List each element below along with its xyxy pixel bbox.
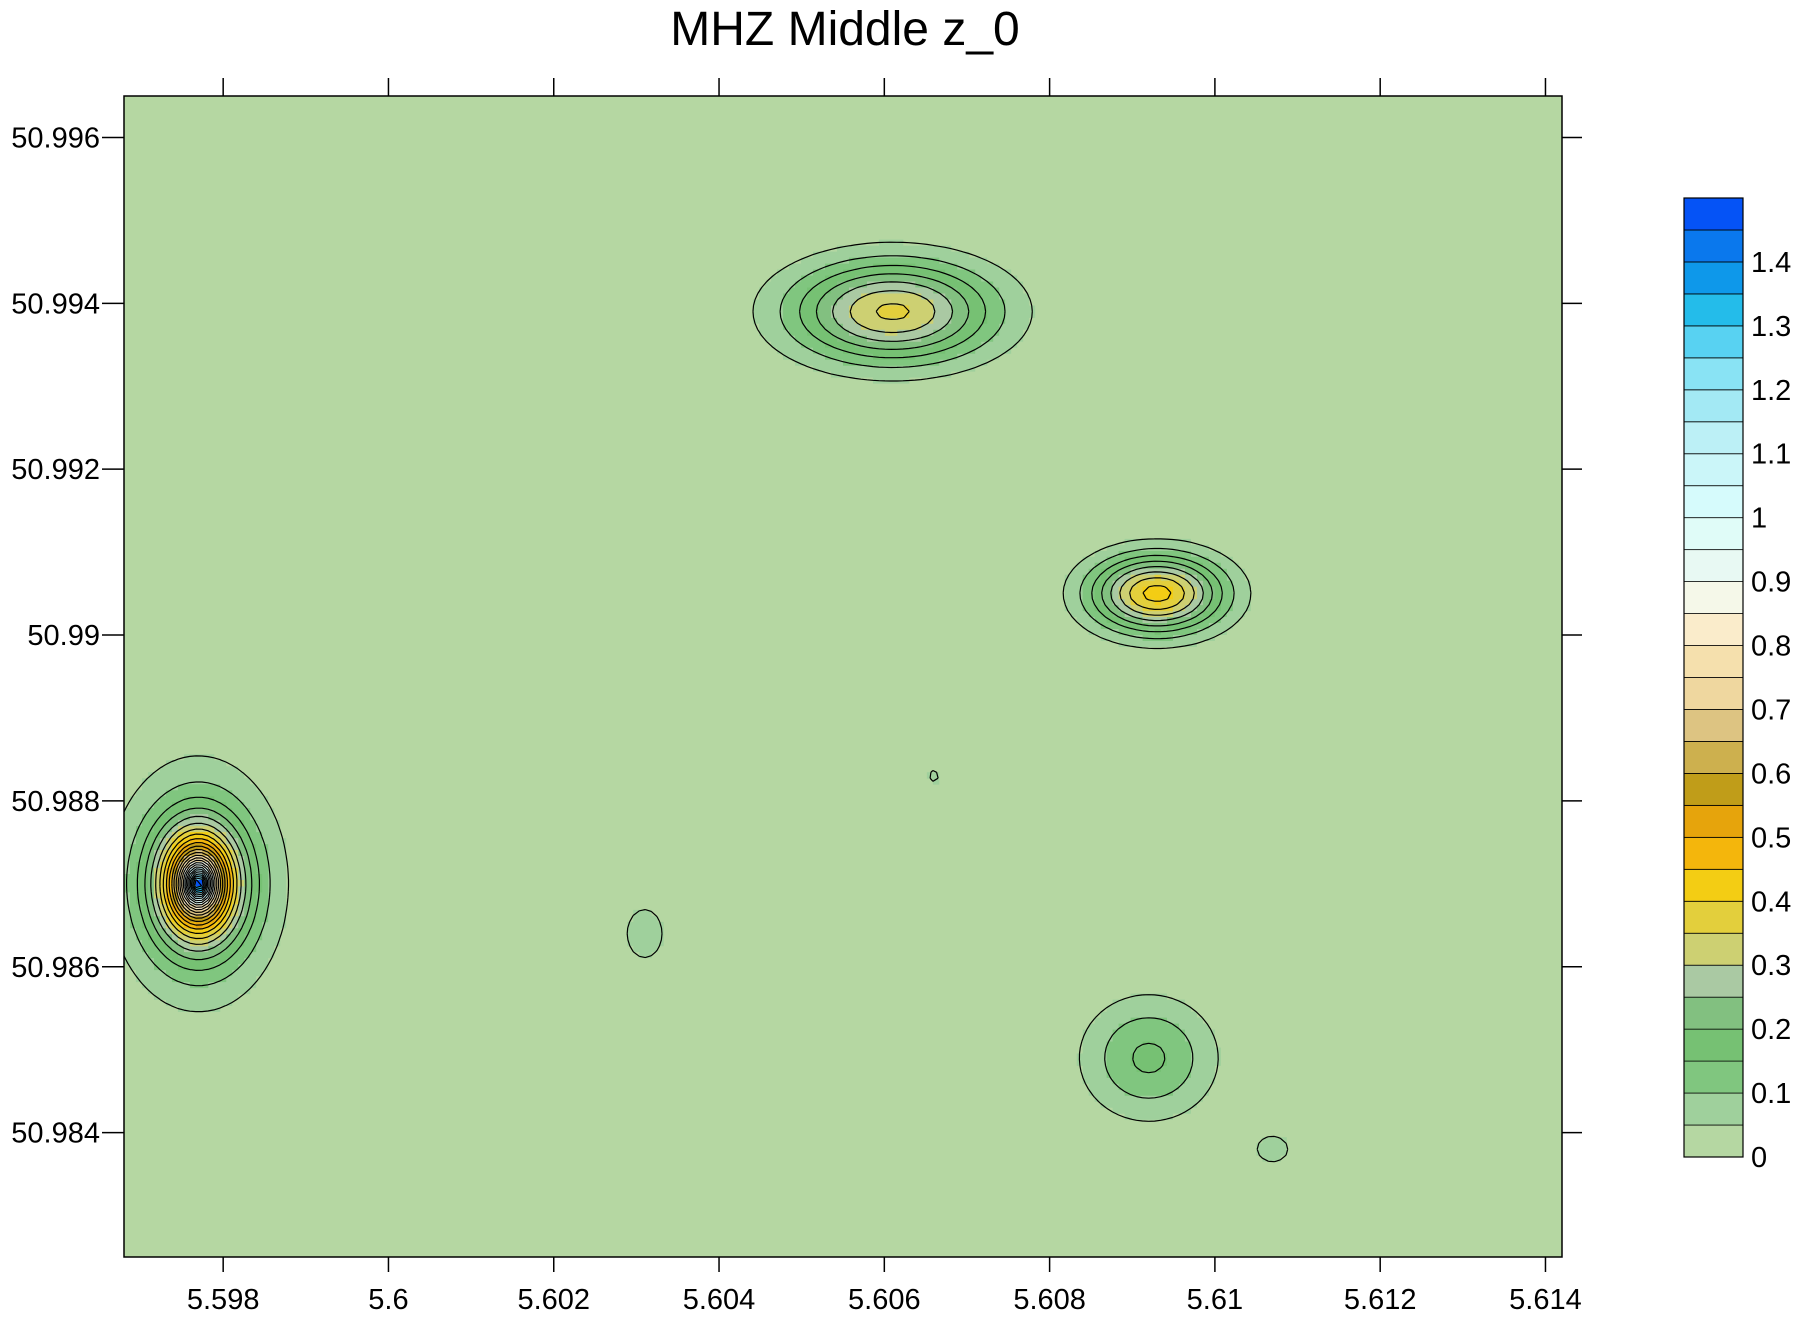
colorbar-label: 0.7 <box>1751 694 1791 726</box>
colorbar-segment <box>1683 645 1744 678</box>
colorbar-label: 1 <box>1751 503 1767 535</box>
contour-lines <box>123 241 1289 1163</box>
colorbar-segment <box>1683 421 1744 455</box>
contour-line-21 <box>188 870 209 898</box>
y-tick-label: 50.99 <box>27 620 100 652</box>
x-tick-label: 5.6 <box>368 1284 408 1316</box>
y-tick-label: 50.996 <box>11 122 100 154</box>
contour-line-16 <box>181 859 216 908</box>
colorbar-segment <box>1683 964 1744 998</box>
colorbar-label: 0.2 <box>1751 1014 1791 1046</box>
contour-line-19 <box>185 866 212 902</box>
colorbar-segment <box>1683 677 1744 710</box>
contour-line-17 <box>182 862 214 906</box>
colorbar-segment <box>1683 804 1744 838</box>
colorbar-segment <box>1683 325 1744 359</box>
contour-line-4 <box>144 273 1213 961</box>
contour-line-10 <box>168 842 229 926</box>
colorbar-segment <box>1683 549 1744 583</box>
colorbar-segment <box>1683 996 1744 1030</box>
contour-line-13 <box>175 851 222 916</box>
contour-line-15 <box>179 857 218 911</box>
y-tick-label: 50.984 <box>11 1118 100 1150</box>
colorbar-label: 0.9 <box>1751 567 1791 599</box>
colorbar-segment <box>1683 581 1744 614</box>
y-tick-label: 50.986 <box>11 952 100 984</box>
chart-title: MHZ Middle z_0 <box>670 3 1019 56</box>
colorbar-segment <box>1683 485 1744 519</box>
contour-line-20 <box>187 868 210 900</box>
contour-line-2 <box>126 255 1235 1099</box>
x-tick-label: 5.612 <box>1344 1284 1417 1316</box>
contour-line-5 <box>150 281 1204 952</box>
contour-line-7 <box>159 303 1185 940</box>
colorbar-label: 0 <box>1751 1142 1767 1174</box>
colorbar-segment <box>1683 709 1744 742</box>
colorbar-segment <box>1683 261 1744 295</box>
contour-line-11 <box>171 845 226 922</box>
y-tick-label: 50.992 <box>11 454 100 486</box>
colorbar-label: 0.5 <box>1751 822 1791 854</box>
contour-line-8 <box>162 585 1172 934</box>
y-tick-label: 50.994 <box>11 288 100 320</box>
colorbar-segment <box>1683 1028 1744 1062</box>
contour-fills <box>124 96 1562 1257</box>
colorbar-segment <box>1683 741 1744 774</box>
colorbar-segment <box>1683 613 1744 646</box>
contour-line-12 <box>173 848 224 919</box>
x-tick-label: 5.614 <box>1509 1284 1582 1316</box>
plot-frame <box>123 95 1563 1258</box>
contour-line-23 <box>190 873 206 894</box>
colorbar-label: 0.1 <box>1751 1078 1791 1110</box>
colorbar-segment <box>1683 868 1744 902</box>
colorbar-segment <box>1683 389 1744 423</box>
colorbar-segment <box>1683 1060 1744 1094</box>
x-tick-label: 5.61 <box>1187 1284 1243 1316</box>
contour-line-26 <box>194 879 203 889</box>
contour-line-24 <box>192 875 205 892</box>
colorbar-label: 0.3 <box>1751 950 1791 982</box>
contour-line-14 <box>177 854 220 913</box>
colorbar-label: 1.3 <box>1751 311 1791 343</box>
x-axis: 5.598 5.6 5.602 5.604 5.606 5.608 5.61 5.612 5.6… <box>187 78 1582 1316</box>
colorbar-label: 1.4 <box>1751 247 1791 279</box>
colorbar-label: 0.4 <box>1751 886 1791 918</box>
colorbar-segment <box>1683 773 1744 806</box>
colorbar-segment <box>1683 900 1744 934</box>
y-axis: 50.984 50.986 50.988 50.99 50.992 50.994 50.99… <box>11 122 1582 1150</box>
x-tick-label: 5.608 <box>1013 1284 1086 1316</box>
colorbar-segment <box>1683 1092 1744 1126</box>
colorbar-label: 0.6 <box>1751 758 1791 790</box>
contour-line-9 <box>165 838 231 930</box>
colorbar-segment <box>1683 357 1744 391</box>
x-tick-label: 5.606 <box>848 1284 921 1316</box>
colorbar-segment <box>1683 1124 1744 1158</box>
colorbar-label: 0.8 <box>1751 631 1791 663</box>
contour-line-6 <box>155 290 1195 945</box>
colorbar-segment <box>1683 197 1744 231</box>
contour-line-1 <box>123 241 1289 1163</box>
colorbar-segment <box>1683 453 1744 487</box>
contour-line-22 <box>189 872 208 896</box>
x-tick-label: 5.598 <box>187 1284 260 1316</box>
colorbar-segment <box>1683 229 1744 263</box>
x-tick-label: 5.602 <box>517 1284 590 1316</box>
contour-line-18 <box>184 864 213 904</box>
y-tick-label: 50.988 <box>11 786 100 818</box>
colorbar-segment <box>1683 517 1744 551</box>
colorbar: 0 0.1 0.2 0.3 0.4 0.5 0.6 0.7 0.8 0.9 1 1.1 1.2 1.3 1.… <box>1683 197 1791 1174</box>
colorbar-segment <box>1683 836 1744 870</box>
colorbar-frame <box>1683 197 1744 1158</box>
contour-line-3 <box>136 264 1223 1074</box>
colorbar-segment <box>1683 932 1744 966</box>
colorbar-segment <box>1683 293 1744 327</box>
colorbar-label: 1.1 <box>1751 439 1791 471</box>
contour-line-25 <box>193 877 204 891</box>
colorbar-label: 1.2 <box>1751 375 1791 407</box>
x-tick-label: 5.604 <box>683 1284 756 1316</box>
